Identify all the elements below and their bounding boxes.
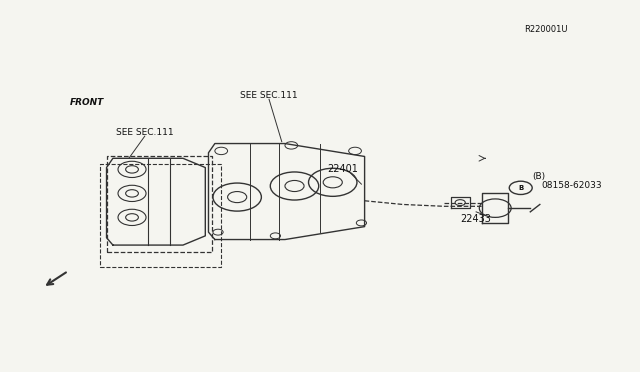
Text: R220001U: R220001U (524, 25, 568, 33)
Text: SEE SEC.111: SEE SEC.111 (240, 91, 298, 100)
Text: 22401: 22401 (327, 164, 358, 174)
Text: 08158-62033: 08158-62033 (541, 182, 602, 190)
Text: 22433: 22433 (461, 214, 492, 224)
Text: FRONT: FRONT (70, 99, 104, 108)
Text: (B): (B) (532, 172, 545, 181)
Text: SEE SEC.111: SEE SEC.111 (116, 128, 173, 137)
Text: B: B (518, 185, 524, 191)
